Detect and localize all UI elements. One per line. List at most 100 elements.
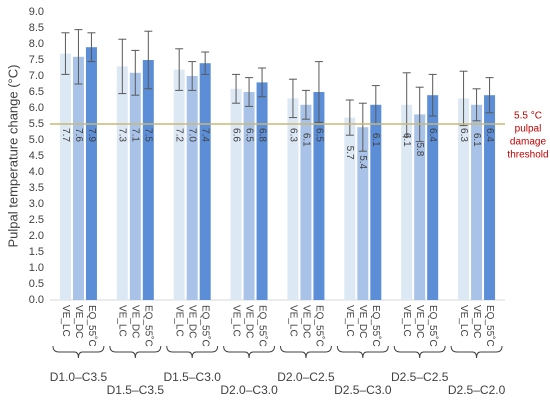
data-label: 7.9: [86, 128, 97, 142]
bar: [484, 95, 496, 300]
bar: [59, 53, 71, 300]
bar: [357, 127, 369, 300]
y-tick-label: 8.5: [29, 22, 44, 34]
bar: [199, 63, 211, 301]
x-tick-label: VE_LC: [230, 305, 241, 337]
bar: [370, 104, 382, 300]
group-label: D1.5–C3.5: [107, 383, 165, 397]
bar: [458, 98, 470, 301]
threshold-annotation: threshold: [507, 150, 548, 161]
data-label: 6.3: [458, 128, 469, 142]
x-tick-label: VE_DC: [243, 305, 254, 338]
y-tick-label: 2.5: [29, 214, 44, 226]
bar: [173, 69, 185, 300]
x-tick-label: VE_DC: [73, 305, 84, 338]
group-brace: [166, 345, 219, 359]
data-label: 7.1: [130, 128, 141, 142]
data-label: 5.8: [414, 142, 425, 156]
bar: [243, 92, 255, 300]
x-tick-label: EQ_55˚C: [484, 305, 496, 347]
x-tick-label: EQ_55˚C: [143, 305, 155, 347]
data-label: 6.5: [243, 128, 254, 142]
y-tick-label: 6.5: [29, 86, 44, 98]
group-label: D1.0–C3.5: [50, 370, 108, 384]
group-label: D2.0–C3.0: [220, 383, 278, 397]
threshold-annotation: 5.5 °C: [514, 111, 542, 122]
y-tick-label: 3.5: [29, 182, 44, 194]
group-brace: [336, 345, 389, 359]
bar: [313, 92, 325, 300]
data-label: 7.0: [187, 128, 198, 142]
x-tick-label: EQ_55˚C: [200, 305, 212, 347]
group-brace: [223, 345, 275, 359]
y-tick-label: 4.5: [29, 150, 44, 162]
x-tick-label: VE_LC: [458, 305, 469, 337]
x-tick-label: EQ_55˚C: [86, 305, 98, 347]
y-tick-label: 8.0: [29, 38, 44, 50]
bar: [142, 60, 154, 300]
bar: [414, 114, 426, 301]
bar: [287, 98, 299, 301]
group-label: D2.5–C3.0: [334, 383, 392, 397]
y-axis-label: Pulpal temperature change (°C): [5, 65, 20, 248]
x-tick-label: VE_DC: [471, 305, 482, 338]
group-brace: [109, 345, 162, 359]
x-tick-label: VE_LC: [287, 305, 298, 337]
y-tick-label: 5.5: [29, 118, 44, 130]
y-tick-label: 7.0: [29, 70, 44, 82]
y-tick-label: 0.0: [29, 294, 44, 306]
y-tick-label: 5.0: [29, 134, 44, 146]
group-brace: [280, 345, 332, 359]
group-brace: [52, 345, 105, 359]
group-label: D2.5–C2.5: [391, 370, 449, 384]
y-tick-label: 2.0: [29, 230, 44, 242]
x-tick-label: EQ_55˚C: [313, 305, 325, 347]
group-brace: [450, 345, 503, 359]
x-tick-label: EQ_55˚C: [427, 305, 439, 347]
x-tick-label: EQ_55˚C: [370, 305, 382, 347]
y-tick-label: 4.0: [29, 166, 44, 178]
x-tick-label: VE_LC: [344, 305, 355, 337]
y-tick-label: 1.0: [29, 262, 44, 274]
threshold-annotation: damage: [510, 137, 547, 148]
bar: [256, 82, 268, 301]
bar: [72, 56, 84, 300]
x-tick-label: VE_DC: [414, 305, 425, 338]
data-label: 7.2: [174, 128, 185, 142]
y-tick-label: 6.0: [29, 102, 44, 114]
data-label: 6.3: [287, 128, 298, 142]
bar: [129, 72, 141, 300]
group-brace: [393, 345, 446, 359]
data-label: 7.7: [60, 128, 71, 142]
data-label: 7.6: [73, 128, 84, 142]
data-label: 6.1: [370, 133, 381, 147]
x-tick-label: VE_LC: [174, 305, 185, 337]
x-tick-label: VE_DC: [300, 305, 311, 338]
x-tick-label: VE_LC: [117, 305, 128, 337]
y-tick-label: 1.5: [29, 246, 44, 258]
group-label: D2.5–C2.0: [448, 383, 506, 397]
data-label: 6.1: [471, 133, 482, 147]
y-tick-label: 7.5: [29, 54, 44, 66]
data-label: 6.8: [256, 128, 267, 142]
x-tick-label: VE_LC: [401, 305, 412, 337]
x-tick-label: EQ_55˚C: [256, 305, 268, 347]
data-label: 6.6: [230, 128, 241, 142]
data-label: 7.3: [117, 128, 128, 142]
bar: [471, 104, 483, 300]
group-label: D2.0–C2.5: [277, 370, 335, 384]
y-tick-label: 9.0: [29, 6, 44, 18]
y-tick-label: 0.5: [29, 278, 44, 290]
data-label: 7.4: [200, 128, 211, 142]
x-tick-label: VE_DC: [357, 305, 368, 338]
bar: [85, 47, 97, 301]
data-label: 6.4: [427, 128, 438, 142]
data-label: 6.4: [484, 128, 495, 142]
bar: [427, 95, 439, 300]
y-tick-label: 3.0: [29, 198, 44, 210]
data-label: 6.5: [313, 128, 324, 142]
bar: [186, 76, 198, 300]
data-label: 5.4: [357, 155, 368, 169]
bar: [344, 117, 356, 300]
